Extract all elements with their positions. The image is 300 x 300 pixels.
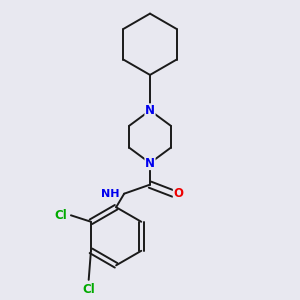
Text: N: N: [145, 104, 155, 117]
Text: NH: NH: [101, 189, 119, 199]
Text: Cl: Cl: [54, 209, 67, 222]
Text: Cl: Cl: [82, 283, 95, 296]
Text: N: N: [145, 157, 155, 169]
Text: O: O: [173, 187, 183, 200]
